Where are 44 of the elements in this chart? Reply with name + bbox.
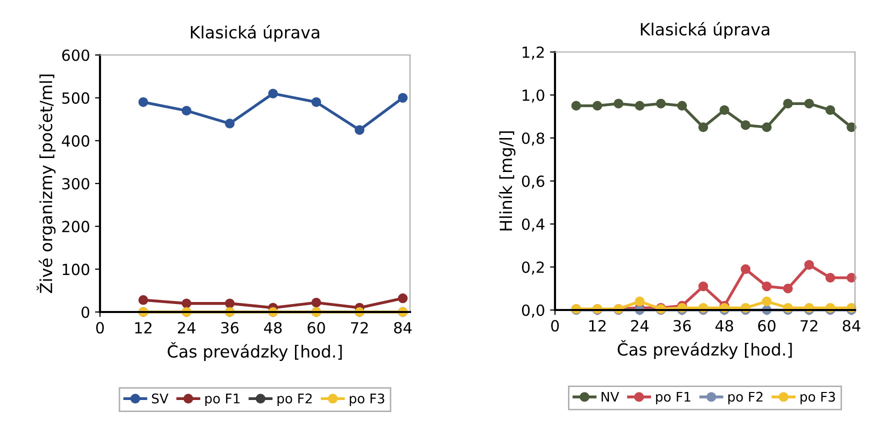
legend-label: po F2	[728, 392, 762, 404]
x-tick-label: 48	[715, 320, 734, 332]
x-tick-label: 48	[264, 322, 282, 334]
x-tick-label: 12	[589, 320, 606, 332]
y-tick-label: 1,0	[522, 89, 544, 103]
chart-title: Klasická úprava	[190, 25, 320, 42]
y-axis-title: Hliník [mg/l]	[498, 131, 516, 230]
chart-title: Klasická úprava	[640, 22, 770, 39]
x-tick-label: 72	[351, 322, 368, 334]
x-tick-label: 12	[135, 322, 152, 334]
x-tick-label: 60	[758, 320, 776, 332]
y-tick-label: 0,4	[522, 218, 544, 232]
legend-label: po F2	[278, 394, 312, 406]
y-tick-label: 0,0	[522, 304, 544, 318]
x-tick-label: 36	[674, 320, 691, 332]
y-tick-label: 600	[62, 49, 90, 62]
legend-label: NV	[602, 392, 620, 402]
x-tick-label: 72	[800, 320, 818, 332]
x-tick-label: 36	[221, 322, 239, 334]
legend-label: po F1	[205, 394, 240, 406]
legend-label: po F3	[350, 394, 384, 406]
y-tick-label: 0,2	[522, 261, 544, 275]
y-axis-title: Živé organizmy [počet/ml]	[36, 74, 56, 294]
x-tick-label: 0	[551, 320, 559, 332]
x-tick-label: 24	[178, 322, 196, 334]
y-tick-label: 200	[62, 220, 90, 232]
y-tick-label: 0,8	[522, 132, 544, 146]
y-tick-label: 500	[62, 92, 90, 104]
y-tick-label: 100	[62, 264, 90, 276]
legend-label: SV	[152, 394, 168, 404]
y-tick-label: 300	[62, 178, 90, 190]
x-tick-label: 0	[96, 322, 104, 334]
x-axis-title: Čas prevádzky [hod.]	[618, 340, 792, 359]
x-tick-label: 24	[631, 320, 649, 332]
x-tick-label: 60	[308, 322, 325, 334]
y-tick-label: 1,2	[522, 46, 544, 60]
y-tick-label: 0	[82, 306, 90, 318]
legend-label: po F1	[656, 392, 690, 404]
x-tick-label: 84	[842, 320, 860, 332]
y-tick-label: 0,6	[522, 175, 544, 189]
x-axis-title: Čas prevádzky [hod.]	[168, 342, 342, 361]
legend-label: po F3	[800, 392, 835, 404]
x-tick-label: 84	[394, 322, 412, 334]
y-tick-label: 400	[62, 135, 90, 147]
